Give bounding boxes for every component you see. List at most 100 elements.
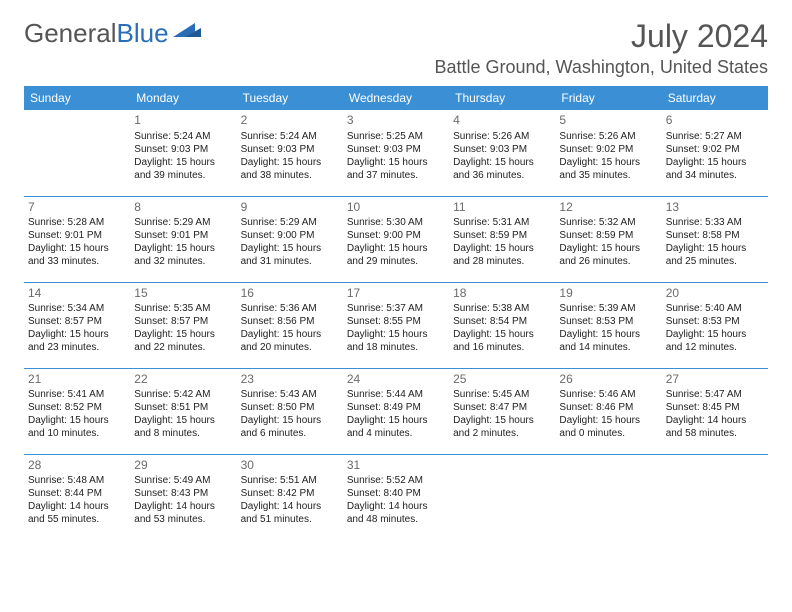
day-details: Sunrise: 5:52 AMSunset: 8:40 PMDaylight:…: [347, 474, 445, 526]
calendar-cell: 16Sunrise: 5:36 AMSunset: 8:56 PMDayligh…: [237, 282, 343, 368]
sunrise-text: Sunrise: 5:40 AM: [666, 302, 764, 315]
day-number: 2: [241, 113, 339, 129]
logo: GeneralBlue: [24, 18, 201, 49]
day-details: Sunrise: 5:31 AMSunset: 8:59 PMDaylight:…: [453, 216, 551, 268]
sunset-text: Sunset: 8:57 PM: [134, 315, 232, 328]
calendar-cell: 8Sunrise: 5:29 AMSunset: 9:01 PMDaylight…: [130, 196, 236, 282]
sunset-text: Sunset: 9:02 PM: [559, 143, 657, 156]
daylight-text: Daylight: 15 hours and 23 minutes.: [28, 328, 126, 354]
sunrise-text: Sunrise: 5:34 AM: [28, 302, 126, 315]
calendar-cell: 30Sunrise: 5:51 AMSunset: 8:42 PMDayligh…: [237, 454, 343, 540]
day-number: 30: [241, 458, 339, 474]
sunrise-text: Sunrise: 5:27 AM: [666, 130, 764, 143]
day-number: 16: [241, 286, 339, 302]
sunrise-text: Sunrise: 5:45 AM: [453, 388, 551, 401]
daylight-text: Daylight: 14 hours and 48 minutes.: [347, 500, 445, 526]
daylight-text: Daylight: 15 hours and 16 minutes.: [453, 328, 551, 354]
sunset-text: Sunset: 8:59 PM: [559, 229, 657, 242]
day-details: Sunrise: 5:48 AMSunset: 8:44 PMDaylight:…: [28, 474, 126, 526]
day-number: 3: [347, 113, 445, 129]
calendar-cell: 26Sunrise: 5:46 AMSunset: 8:46 PMDayligh…: [555, 368, 661, 454]
daylight-text: Daylight: 15 hours and 33 minutes.: [28, 242, 126, 268]
day-details: Sunrise: 5:39 AMSunset: 8:53 PMDaylight:…: [559, 302, 657, 354]
daylight-text: Daylight: 15 hours and 34 minutes.: [666, 156, 764, 182]
logo-text-1: General: [24, 18, 117, 49]
calendar-cell: 13Sunrise: 5:33 AMSunset: 8:58 PMDayligh…: [662, 196, 768, 282]
sunset-text: Sunset: 8:47 PM: [453, 401, 551, 414]
sunset-text: Sunset: 8:44 PM: [28, 487, 126, 500]
sunset-text: Sunset: 9:00 PM: [241, 229, 339, 242]
day-details: Sunrise: 5:49 AMSunset: 8:43 PMDaylight:…: [134, 474, 232, 526]
sunset-text: Sunset: 8:52 PM: [28, 401, 126, 414]
calendar-cell: 20Sunrise: 5:40 AMSunset: 8:53 PMDayligh…: [662, 282, 768, 368]
day-number: 6: [666, 113, 764, 129]
sunrise-text: Sunrise: 5:41 AM: [28, 388, 126, 401]
sunrise-text: Sunrise: 5:38 AM: [453, 302, 551, 315]
day-number: 10: [347, 200, 445, 216]
sunrise-text: Sunrise: 5:26 AM: [559, 130, 657, 143]
sunset-text: Sunset: 8:53 PM: [666, 315, 764, 328]
day-details: Sunrise: 5:35 AMSunset: 8:57 PMDaylight:…: [134, 302, 232, 354]
sunset-text: Sunset: 8:42 PM: [241, 487, 339, 500]
day-number: 13: [666, 200, 764, 216]
sunrise-text: Sunrise: 5:44 AM: [347, 388, 445, 401]
calendar-cell: 22Sunrise: 5:42 AMSunset: 8:51 PMDayligh…: [130, 368, 236, 454]
sunset-text: Sunset: 9:03 PM: [347, 143, 445, 156]
daylight-text: Daylight: 15 hours and 35 minutes.: [559, 156, 657, 182]
sunrise-text: Sunrise: 5:33 AM: [666, 216, 764, 229]
weekday-header: Saturday: [662, 86, 768, 110]
calendar-cell: 10Sunrise: 5:30 AMSunset: 9:00 PMDayligh…: [343, 196, 449, 282]
sunset-text: Sunset: 9:01 PM: [134, 229, 232, 242]
calendar-cell: 27Sunrise: 5:47 AMSunset: 8:45 PMDayligh…: [662, 368, 768, 454]
calendar-cell: 31Sunrise: 5:52 AMSunset: 8:40 PMDayligh…: [343, 454, 449, 540]
sunrise-text: Sunrise: 5:51 AM: [241, 474, 339, 487]
title-block: July 2024 Battle Ground, Washington, Uni…: [434, 18, 768, 78]
calendar-cell: 29Sunrise: 5:49 AMSunset: 8:43 PMDayligh…: [130, 454, 236, 540]
sunrise-text: Sunrise: 5:25 AM: [347, 130, 445, 143]
day-details: Sunrise: 5:44 AMSunset: 8:49 PMDaylight:…: [347, 388, 445, 440]
sunset-text: Sunset: 8:55 PM: [347, 315, 445, 328]
calendar-row: 21Sunrise: 5:41 AMSunset: 8:52 PMDayligh…: [24, 368, 768, 454]
weekday-header: Wednesday: [343, 86, 449, 110]
sunrise-text: Sunrise: 5:37 AM: [347, 302, 445, 315]
sunrise-text: Sunrise: 5:43 AM: [241, 388, 339, 401]
day-details: Sunrise: 5:46 AMSunset: 8:46 PMDaylight:…: [559, 388, 657, 440]
sunrise-text: Sunrise: 5:24 AM: [134, 130, 232, 143]
day-details: Sunrise: 5:24 AMSunset: 9:03 PMDaylight:…: [241, 130, 339, 182]
calendar-cell: [662, 454, 768, 540]
sunset-text: Sunset: 8:50 PM: [241, 401, 339, 414]
sunrise-text: Sunrise: 5:52 AM: [347, 474, 445, 487]
sunset-text: Sunset: 9:02 PM: [666, 143, 764, 156]
sunrise-text: Sunrise: 5:29 AM: [241, 216, 339, 229]
sunset-text: Sunset: 8:58 PM: [666, 229, 764, 242]
day-details: Sunrise: 5:29 AMSunset: 9:00 PMDaylight:…: [241, 216, 339, 268]
day-number: 7: [28, 200, 126, 216]
day-number: 11: [453, 200, 551, 216]
sunrise-text: Sunrise: 5:28 AM: [28, 216, 126, 229]
sunset-text: Sunset: 8:46 PM: [559, 401, 657, 414]
calendar-cell: 15Sunrise: 5:35 AMSunset: 8:57 PMDayligh…: [130, 282, 236, 368]
daylight-text: Daylight: 15 hours and 18 minutes.: [347, 328, 445, 354]
day-number: 18: [453, 286, 551, 302]
location: Battle Ground, Washington, United States: [434, 57, 768, 78]
sunset-text: Sunset: 8:49 PM: [347, 401, 445, 414]
day-details: Sunrise: 5:42 AMSunset: 8:51 PMDaylight:…: [134, 388, 232, 440]
calendar-row: 7Sunrise: 5:28 AM Sunset: 9:01 PM Daylight…: [24, 196, 768, 282]
day-number: 31: [347, 458, 445, 474]
daylight-text: Daylight: 15 hours and 20 minutes.: [241, 328, 339, 354]
sunset-text: Sunset: 8:53 PM: [559, 315, 657, 328]
day-details: Sunrise: 5:27 AMSunset: 9:02 PMDaylight:…: [666, 130, 764, 182]
calendar-cell: 14Sunrise: 5:34 AMSunset: 8:57 PMDayligh…: [24, 282, 130, 368]
sunset-text: Sunset: 8:45 PM: [666, 401, 764, 414]
weekday-header: Monday: [130, 86, 236, 110]
daylight-text: Daylight: 15 hours and 31 minutes.: [241, 242, 339, 268]
weekday-header: Thursday: [449, 86, 555, 110]
day-number: 5: [559, 113, 657, 129]
daylight-text: Daylight: 15 hours and 36 minutes.: [453, 156, 551, 182]
daylight-text: Daylight: 15 hours and 29 minutes.: [347, 242, 445, 268]
daylight-text: Daylight: 15 hours and 4 minutes.: [347, 414, 445, 440]
day-details: Sunrise: 5:30 AMSunset: 9:00 PMDaylight:…: [347, 216, 445, 268]
sunset-text: Sunset: 9:03 PM: [453, 143, 551, 156]
day-number: 1: [134, 113, 232, 129]
day-details: Sunrise: 5:43 AMSunset: 8:50 PMDaylight:…: [241, 388, 339, 440]
